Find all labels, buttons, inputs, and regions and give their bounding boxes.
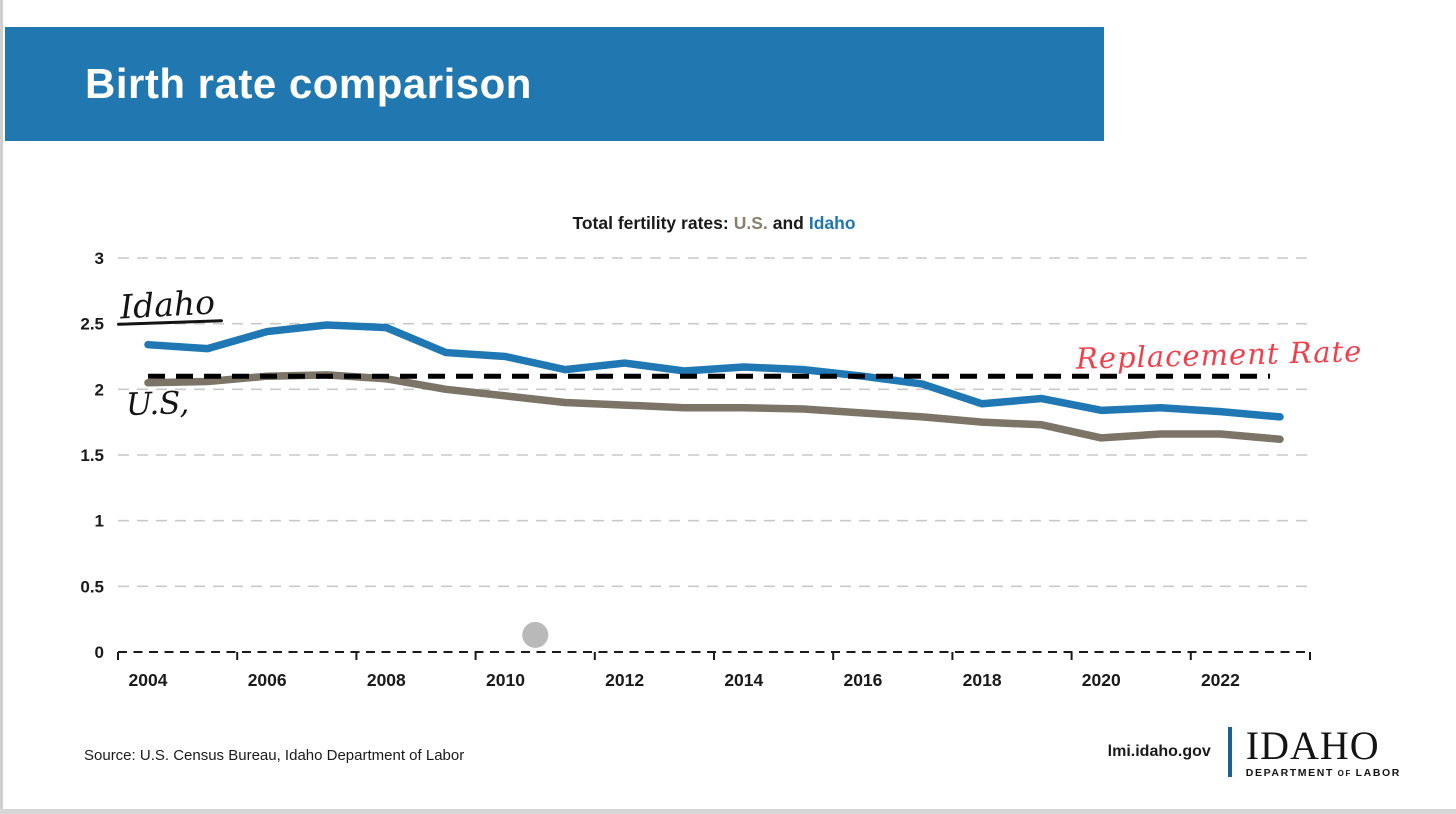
lmi-website-link[interactable]: lmi.idaho.gov [1107,743,1211,761]
x-tick-label: 2004 [129,670,168,690]
x-tick-label: 2016 [843,670,882,690]
x-tick-label: 2018 [963,670,1002,690]
x-tick-label: 2008 [367,670,406,690]
idaho-line [144,321,1284,421]
y-tick-label: 1 [95,512,104,531]
page-title: Birth rate comparison [85,60,532,107]
x-tick-label: 2006 [248,670,287,690]
y-tick-label: 3 [95,249,104,268]
x-tick-label: 2012 [605,670,644,690]
idaho-dol-logo: IDAHO DEPARTMENT OF LABOR [1246,726,1401,779]
x-tick-label: 2020 [1082,670,1121,690]
y-tick-label: 2 [95,380,104,399]
x-tick-label: 2014 [724,670,763,690]
x-tick-label: 2022 [1201,670,1240,690]
chart-title-prefix: Total fertility rates: [572,213,729,233]
x-tick-label: 2010 [486,670,525,690]
chart-title-us-word: U.S. [733,213,768,233]
footer-branding: lmi.idaho.gov IDAHO DEPARTMENT OF LABOR [1108,726,1401,779]
logo-dept-word: DEPARTMENT [1245,767,1334,779]
chart-title: Total fertility rates: U.S. and Idaho [118,213,1310,234]
bottom-edge-strip [0,809,1456,814]
slide-header: Birth rate comparison [5,27,1104,141]
chart-title-and-word: and [772,213,804,233]
logo-labor-word: LABOR [1355,767,1401,779]
y-tick-label: 0.5 [80,577,104,596]
logo-idaho-wordmark: IDAHO [1245,723,1380,768]
chart-title-idaho-word: Idaho [808,213,856,233]
left-edge-strip [0,0,3,814]
y-tick-label: 0 [95,643,104,662]
handwritten-us-label: U.S, [125,384,190,424]
stray-gray-dot [522,621,549,648]
logo-of-word: OF [1337,769,1352,778]
us-line [144,371,1284,443]
logo-divider-bar [1227,727,1232,778]
y-tick-label: 2.5 [80,315,104,334]
y-tick-label: 1.5 [80,446,104,465]
logo-department-line: DEPARTMENT OF LABOR [1246,768,1401,779]
source-note: Source: U.S. Census Bureau, Idaho Depart… [84,747,465,764]
